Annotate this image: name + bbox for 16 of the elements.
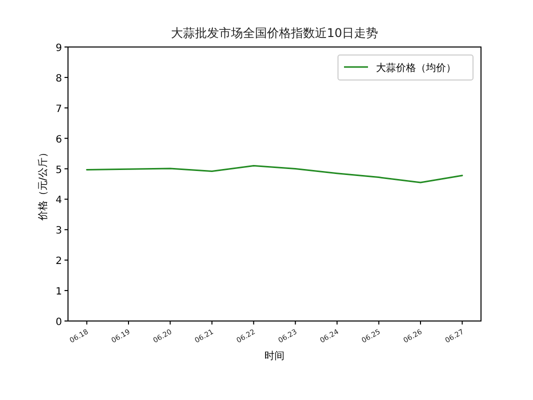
chart-title: 大蒜批发市场全国价格指数近10日走势 (170, 26, 378, 40)
y-tick-label: 3 (56, 226, 62, 237)
x-axis-title: 时间 (264, 350, 284, 362)
y-tick-label: 7 (56, 104, 62, 115)
line-series (86, 164, 463, 184)
y-tick-label: 5 (56, 164, 62, 176)
legend-label: 大蒜价格（均价） (376, 62, 456, 74)
y-tick-label: 0 (56, 317, 62, 328)
y-axis-title: 价格（元/公斤） (37, 147, 49, 222)
y-tick-label: 1 (56, 286, 62, 298)
y-tick-label: 8 (56, 73, 62, 84)
legend: 大蒜价格（均价） (338, 54, 474, 80)
y-tick-label: 9 (56, 43, 62, 54)
y-tick-label: 2 (56, 256, 62, 268)
y-tick-label: 4 (56, 195, 62, 206)
y-tick-label: 6 (56, 134, 62, 146)
